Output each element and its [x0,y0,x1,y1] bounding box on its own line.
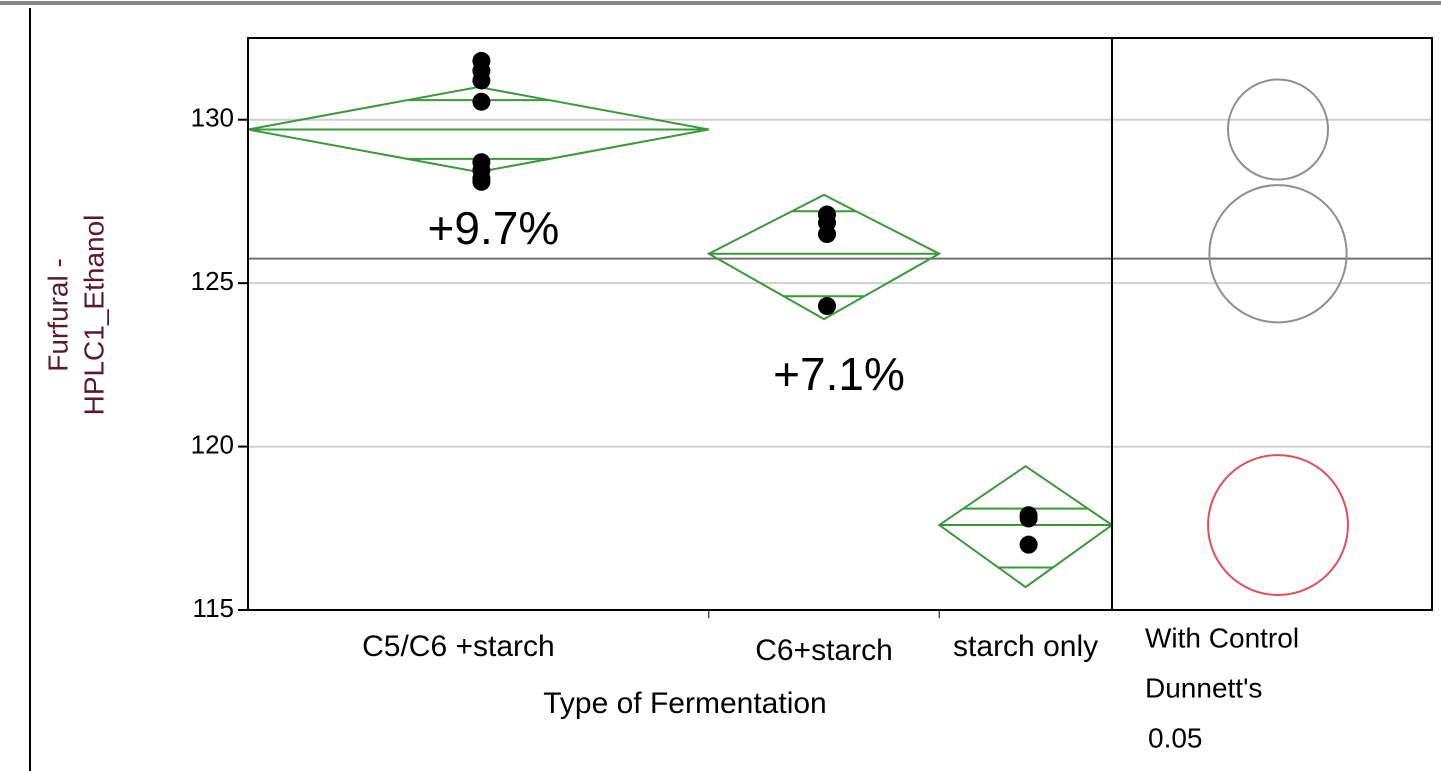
y-axis-label-line: HPLC1_Ethanol [78,215,109,416]
comparison-circle [1208,184,1348,324]
y-axis-label: Furfural - HPLC1_Ethanol [42,215,109,416]
data-point [818,225,836,244]
comparison-label: 0.05 [1148,722,1203,753]
y-axis-label-line: Furfural - [42,258,73,372]
x-axis-label: Type of Fermentation [543,687,826,720]
comparison-circle [1226,78,1330,181]
x-tick-label: C5/C6 +starch [362,630,555,663]
annotation: +7.1% [773,348,905,400]
comparison-label: With Control [1145,622,1299,653]
data-point [472,92,491,111]
data-point [1019,509,1038,528]
annotation: +9.7% [428,202,560,254]
data-point [1019,535,1038,554]
y-tick-label: 125 [191,266,234,296]
comparison-circle [1207,454,1349,596]
y-tick-label: 130 [191,103,234,133]
y-tick-label: 120 [191,429,234,459]
plot-frame [247,37,1433,611]
x-tick-label: starch only [953,630,1098,663]
x-tick-label: C6+starch [755,634,893,667]
y-tick-label: 115 [193,593,234,623]
comparison-label: Dunnett's [1145,672,1262,703]
data-point [818,297,836,316]
data-point [472,71,491,90]
data-point [472,172,491,191]
